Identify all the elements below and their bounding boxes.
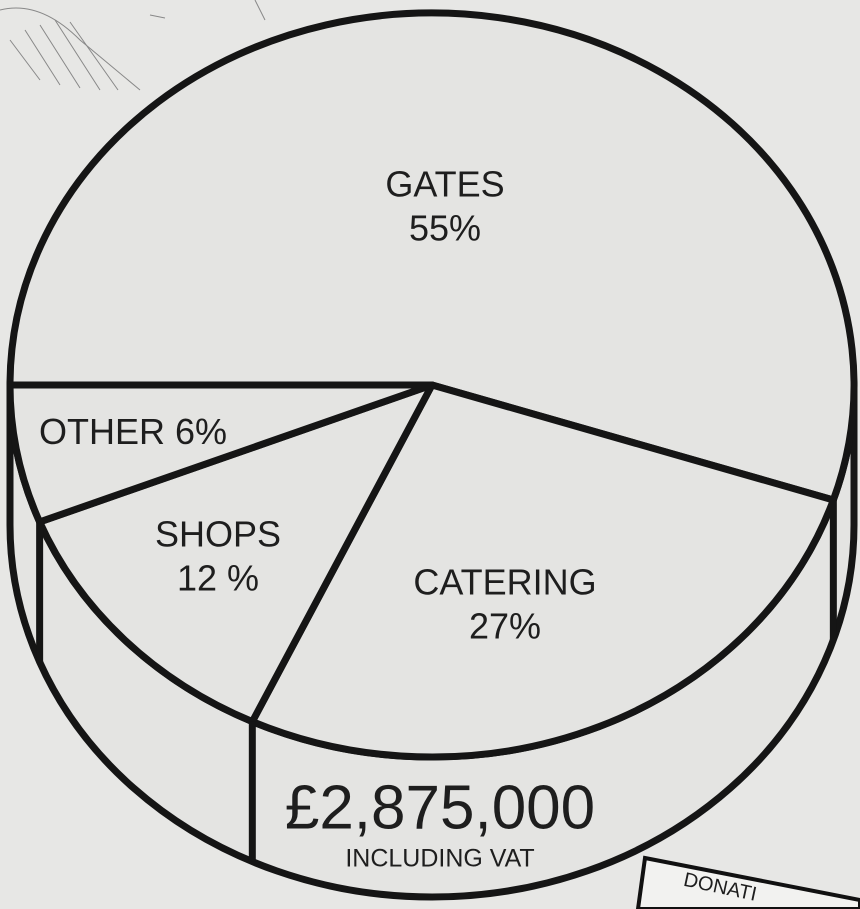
slice-label: OTHER 6% <box>39 411 227 452</box>
pie-slice <box>6 381 436 526</box>
pie-slice <box>248 381 837 761</box>
value-label: 55% <box>409 208 481 249</box>
corner-card: DONATI <box>635 855 860 909</box>
value-label: 6% <box>175 411 227 452</box>
pie-slice <box>36 381 436 726</box>
total-label: £2,875,000 <box>285 773 595 842</box>
pie <box>6 9 858 901</box>
category-label: CATERING <box>413 562 596 603</box>
category-label: SHOPS <box>155 514 281 555</box>
value-label: 12 % <box>177 558 259 599</box>
pie-slice <box>6 9 858 504</box>
category-label: GATES <box>385 164 504 205</box>
total-note: INCLUDING VAT <box>345 845 534 873</box>
value-label: 27% <box>469 606 541 647</box>
sketch-fragment <box>0 0 266 91</box>
category-label: OTHER <box>39 411 165 452</box>
